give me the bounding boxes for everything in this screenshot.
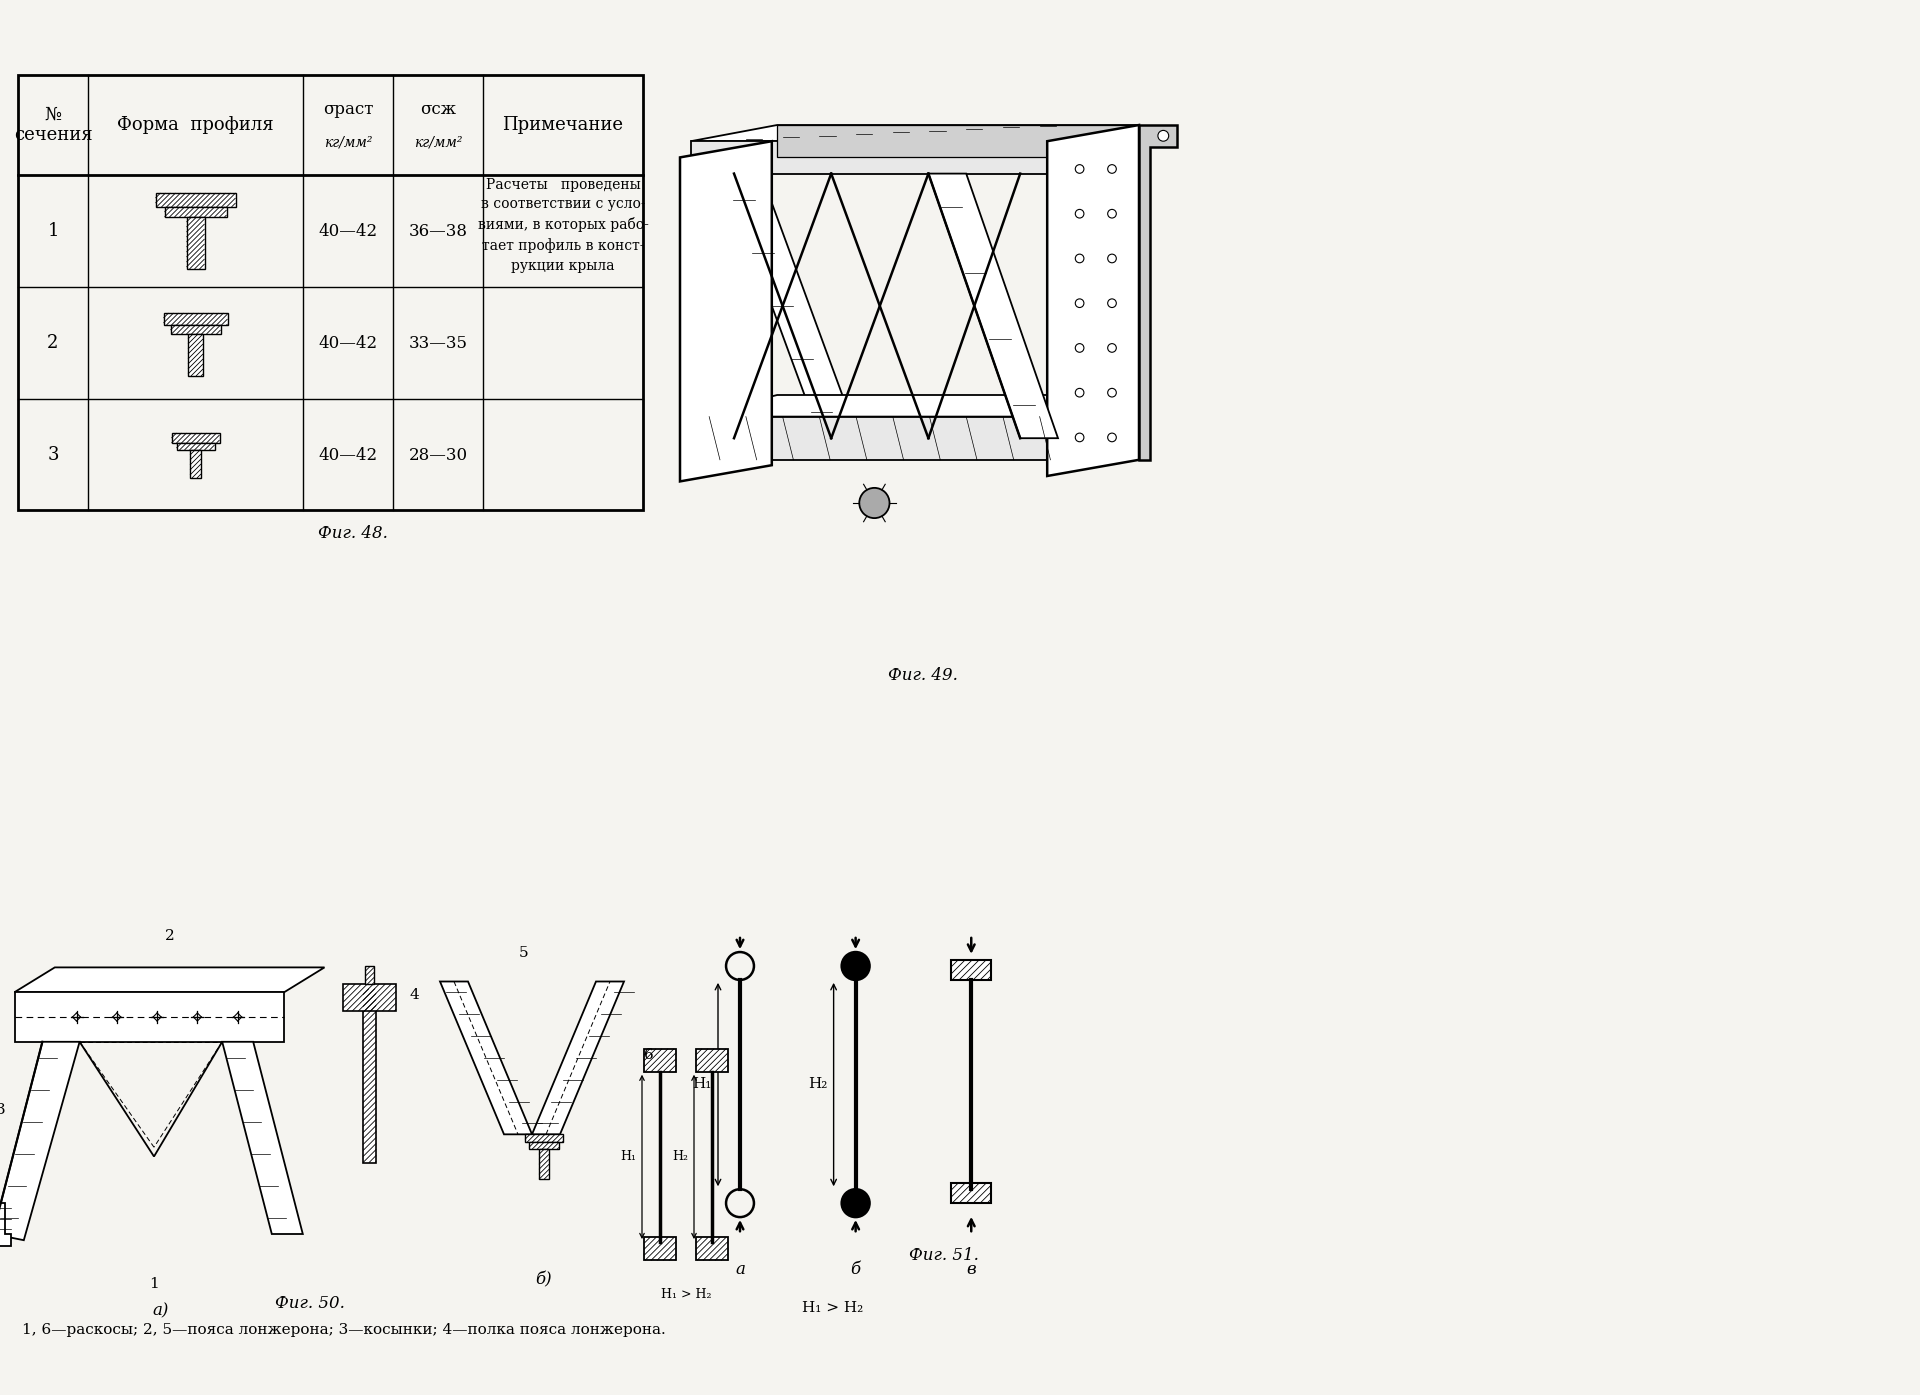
Text: 1, 6—раскосы; 2, 5—пояса лонжерона; 3—косынки; 4—полка пояса лонжерона.: 1, 6—раскосы; 2, 5—пояса лонжерона; 3—ко… bbox=[21, 1322, 666, 1336]
Bar bbox=[695, 1237, 728, 1261]
Bar bbox=[643, 1237, 676, 1261]
Polygon shape bbox=[15, 992, 284, 1042]
Text: б): б) bbox=[536, 1271, 553, 1289]
Text: H₁ > H₂: H₁ > H₂ bbox=[803, 1300, 864, 1315]
Polygon shape bbox=[223, 1042, 303, 1235]
Circle shape bbox=[841, 951, 870, 979]
Circle shape bbox=[1075, 254, 1085, 262]
Circle shape bbox=[1108, 432, 1116, 442]
Circle shape bbox=[1108, 209, 1116, 218]
Text: H₁: H₁ bbox=[620, 1151, 636, 1163]
Circle shape bbox=[1075, 299, 1085, 307]
Text: а): а) bbox=[152, 1302, 169, 1320]
Text: Фиг. 48.: Фиг. 48. bbox=[319, 525, 388, 543]
Polygon shape bbox=[1139, 126, 1177, 460]
Circle shape bbox=[1108, 165, 1116, 173]
Bar bbox=[530, 1143, 559, 1149]
Bar bbox=[171, 432, 219, 444]
Text: в: в bbox=[966, 1261, 975, 1278]
Bar bbox=[363, 989, 376, 1162]
Text: а: а bbox=[735, 1261, 745, 1278]
Text: H₂: H₂ bbox=[672, 1151, 687, 1163]
Text: Фиг. 51.: Фиг. 51. bbox=[908, 1247, 979, 1264]
Text: 3: 3 bbox=[48, 446, 60, 465]
Polygon shape bbox=[440, 982, 532, 1134]
Text: σсж: σсж bbox=[420, 102, 457, 119]
Bar bbox=[190, 451, 202, 478]
Text: кг/мм²: кг/мм² bbox=[413, 135, 463, 151]
Polygon shape bbox=[532, 982, 624, 1134]
Circle shape bbox=[1108, 388, 1116, 398]
Polygon shape bbox=[15, 967, 324, 992]
Polygon shape bbox=[691, 141, 1058, 173]
Text: 5: 5 bbox=[518, 946, 528, 960]
Circle shape bbox=[860, 488, 889, 518]
Bar bbox=[643, 1049, 676, 1071]
Text: H₁: H₁ bbox=[693, 1077, 712, 1091]
Polygon shape bbox=[778, 126, 1139, 158]
Bar bbox=[17, 75, 643, 511]
Text: кг/мм²: кг/мм² bbox=[324, 135, 372, 151]
Circle shape bbox=[1075, 165, 1085, 173]
Circle shape bbox=[1108, 299, 1116, 307]
Text: 1: 1 bbox=[48, 222, 60, 240]
Text: Расчеты   проведены
в соответствии с усло-
виями, в которых рабо-
тает профиль в: Расчеты проведены в соответствии с усло-… bbox=[478, 179, 649, 273]
Text: H₂: H₂ bbox=[808, 1077, 828, 1091]
Polygon shape bbox=[0, 1202, 12, 1246]
Text: Фиг. 49.: Фиг. 49. bbox=[889, 667, 958, 684]
Circle shape bbox=[1075, 388, 1085, 398]
Text: 2: 2 bbox=[48, 333, 60, 352]
Text: 4: 4 bbox=[409, 988, 419, 1002]
Circle shape bbox=[1075, 432, 1085, 442]
Polygon shape bbox=[1046, 126, 1139, 476]
Polygon shape bbox=[691, 126, 1139, 141]
Bar bbox=[165, 206, 227, 218]
Circle shape bbox=[1108, 343, 1116, 353]
Text: 6: 6 bbox=[643, 1048, 653, 1062]
Text: 36—38: 36—38 bbox=[409, 222, 467, 240]
Text: б: б bbox=[851, 1261, 860, 1278]
Text: 2: 2 bbox=[165, 929, 175, 943]
Text: 33—35: 33—35 bbox=[409, 335, 467, 352]
Text: H₁ > H₂: H₁ > H₂ bbox=[660, 1288, 710, 1302]
Text: 40—42: 40—42 bbox=[319, 222, 378, 240]
Bar bbox=[365, 967, 374, 983]
Text: σраст: σраст bbox=[323, 102, 372, 119]
Text: Примечание: Примечание bbox=[503, 116, 624, 134]
Bar bbox=[695, 1049, 728, 1071]
Text: 1: 1 bbox=[150, 1278, 159, 1292]
Polygon shape bbox=[929, 173, 1058, 438]
Polygon shape bbox=[724, 173, 858, 438]
Text: 28—30: 28—30 bbox=[409, 446, 468, 463]
Circle shape bbox=[1108, 254, 1116, 262]
Polygon shape bbox=[691, 417, 1058, 460]
Circle shape bbox=[1158, 130, 1169, 141]
Text: Форма  профиля: Форма профиля bbox=[117, 116, 275, 134]
Bar bbox=[950, 1183, 991, 1202]
Text: 3: 3 bbox=[0, 1103, 6, 1117]
Polygon shape bbox=[680, 141, 772, 481]
Bar bbox=[950, 960, 991, 979]
Polygon shape bbox=[691, 395, 1139, 417]
Text: 40—42: 40—42 bbox=[319, 335, 378, 352]
Text: 40—42: 40—42 bbox=[319, 446, 378, 463]
Polygon shape bbox=[0, 1042, 79, 1240]
Bar bbox=[540, 1149, 549, 1179]
Circle shape bbox=[1075, 343, 1085, 353]
Circle shape bbox=[1075, 209, 1085, 218]
Text: №
сечения: № сечения bbox=[13, 106, 92, 145]
Bar bbox=[188, 333, 204, 377]
Bar bbox=[156, 193, 236, 206]
Bar bbox=[171, 325, 221, 333]
Circle shape bbox=[841, 1189, 870, 1216]
Text: Фиг. 50.: Фиг. 50. bbox=[275, 1295, 346, 1313]
Bar bbox=[163, 312, 227, 325]
Bar bbox=[186, 218, 205, 269]
Bar bbox=[344, 983, 396, 1011]
Bar bbox=[177, 444, 215, 451]
Bar bbox=[524, 1134, 563, 1143]
